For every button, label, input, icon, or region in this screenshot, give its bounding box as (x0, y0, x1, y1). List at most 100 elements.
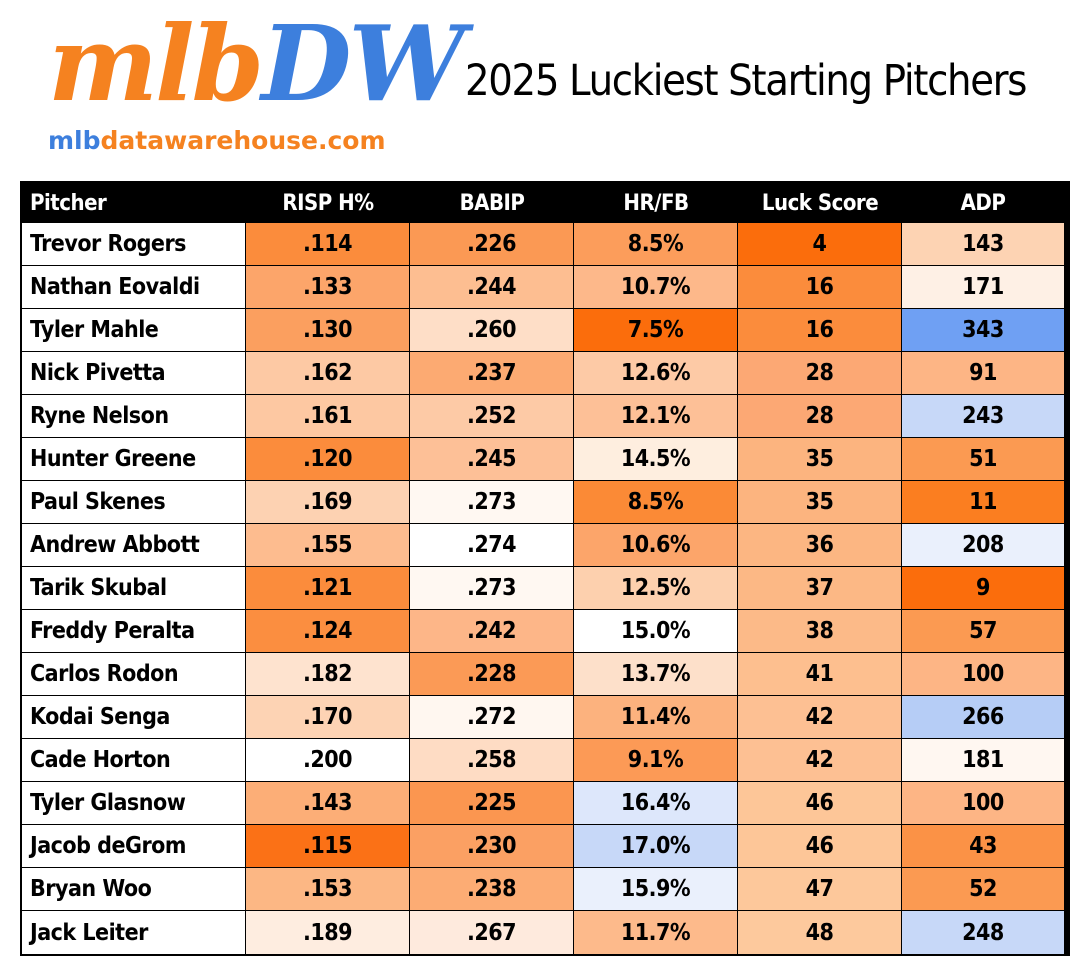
table-row: Jacob deGrom .115.230 17.0% 46 43 (22, 825, 1068, 868)
cell-babip: .230 (410, 825, 574, 868)
cell-babip: .252 (410, 395, 574, 438)
cell-luck-score: 16 (738, 309, 902, 352)
cell-pitcher: Trevor Rogers (22, 223, 246, 266)
cell-risp-h-pct: .124 (246, 610, 410, 653)
cell-luck-score: 46 (738, 825, 902, 868)
cell-adp: 11 (902, 481, 1064, 524)
cell-adp: 57 (902, 610, 1064, 653)
cell-hr-fb: 13.7% (574, 653, 738, 696)
cell-adp: 181 (902, 739, 1064, 782)
cell-hr-fb: 8.5% (574, 223, 738, 266)
column-header-babip: BABIP (410, 183, 574, 223)
table-row: Tarik Skubal .121.273 12.5% 37 9 (22, 567, 1068, 610)
cell-babip: .274 (410, 524, 574, 567)
cell-luck-score: 35 (738, 481, 902, 524)
column-header-adp: ADP (902, 183, 1064, 223)
cell-luck-score: 42 (738, 739, 902, 782)
cell-babip: .273 (410, 481, 574, 524)
cell-luck-score: 38 (738, 610, 902, 653)
cell-babip: .228 (410, 653, 574, 696)
cell-adp: 243 (902, 395, 1064, 438)
cell-hr-fb: 8.5% (574, 481, 738, 524)
cell-luck-score: 47 (738, 868, 902, 911)
table-row: Paul Skenes .169.273 8.5% 35 11 (22, 481, 1068, 524)
cell-adp: 43 (902, 825, 1064, 868)
cell-babip: .225 (410, 782, 574, 825)
cell-pitcher: Ryne Nelson (22, 395, 246, 438)
table-row: Hunter Greene .120.245 14.5% 35 51 (22, 438, 1068, 481)
cell-risp-h-pct: .169 (246, 481, 410, 524)
cell-luck-score: 36 (738, 524, 902, 567)
cell-babip: .244 (410, 266, 574, 309)
cell-hr-fb: 12.1% (574, 395, 738, 438)
column-header-risp-h-pct: RISP H% (246, 183, 410, 223)
cell-hr-fb: 16.4% (574, 782, 738, 825)
cell-hr-fb: 15.9% (574, 868, 738, 911)
cell-babip: .272 (410, 696, 574, 739)
cell-risp-h-pct: .120 (246, 438, 410, 481)
page-title: 2025 Luckiest Starting Pitchers (465, 56, 1027, 106)
table-row: Jack Leiter .189.267 11.7% 48 248 (22, 911, 1068, 954)
column-header-luck-score: Luck Score (738, 183, 902, 223)
cell-luck-score: 28 (738, 395, 902, 438)
cell-luck-score: 48 (738, 911, 902, 954)
cell-pitcher: Tyler Glasnow (22, 782, 246, 825)
cell-luck-score: 46 (738, 782, 902, 825)
cell-luck-score: 28 (738, 352, 902, 395)
cell-hr-fb: 11.4% (574, 696, 738, 739)
cell-pitcher: Carlos Rodon (22, 653, 246, 696)
table-row: Tyler Mahle .130.260 7.5% 16 343 (22, 309, 1068, 352)
cell-risp-h-pct: .200 (246, 739, 410, 782)
cell-babip: .237 (410, 352, 574, 395)
cell-hr-fb: 11.7% (574, 911, 738, 954)
cell-risp-h-pct: .182 (246, 653, 410, 696)
cell-babip: .258 (410, 739, 574, 782)
cell-babip: .226 (410, 223, 574, 266)
cell-pitcher: Nick Pivetta (22, 352, 246, 395)
cell-pitcher: Paul Skenes (22, 481, 246, 524)
cell-risp-h-pct: .133 (246, 266, 410, 309)
cell-adp: 100 (902, 653, 1064, 696)
cell-babip: .267 (410, 911, 574, 954)
cell-pitcher: Bryan Woo (22, 868, 246, 911)
cell-risp-h-pct: .143 (246, 782, 410, 825)
cell-pitcher: Hunter Greene (22, 438, 246, 481)
cell-risp-h-pct: .130 (246, 309, 410, 352)
cell-luck-score: 42 (738, 696, 902, 739)
cell-luck-score: 37 (738, 567, 902, 610)
table-row: Nathan Eovaldi .133.244 10.7% 16 171 (22, 266, 1068, 309)
table-row: Tyler Glasnow .143.225 16.4% 46 100 (22, 782, 1068, 825)
cell-adp: 91 (902, 352, 1064, 395)
cell-risp-h-pct: .170 (246, 696, 410, 739)
cell-adp: 208 (902, 524, 1064, 567)
cell-hr-fb: 15.0% (574, 610, 738, 653)
logo-url: mlbdatawarehouse.com (48, 126, 386, 155)
cell-pitcher: Nathan Eovaldi (22, 266, 246, 309)
cell-risp-h-pct: .114 (246, 223, 410, 266)
table-row: Nick Pivetta .162.237 12.6% 28 91 (22, 352, 1068, 395)
cell-adp: 343 (902, 309, 1064, 352)
cell-adp: 248 (902, 911, 1064, 954)
cell-hr-fb: 9.1% (574, 739, 738, 782)
cell-babip: .242 (410, 610, 574, 653)
cell-adp: 143 (902, 223, 1064, 266)
cell-adp: 52 (902, 868, 1064, 911)
column-header-hr-fb: HR/FB (574, 183, 738, 223)
cell-pitcher: Jacob deGrom (22, 825, 246, 868)
cell-risp-h-pct: .153 (246, 868, 410, 911)
cell-luck-score: 41 (738, 653, 902, 696)
cell-risp-h-pct: .155 (246, 524, 410, 567)
table-row: Trevor Rogers .114.226 8.5% 4 143 (22, 223, 1068, 266)
table-row: Cade Horton .200.258 9.1% 42 181 (22, 739, 1068, 782)
cell-luck-score: 4 (738, 223, 902, 266)
cell-pitcher: Tarik Skubal (22, 567, 246, 610)
cell-pitcher: Kodai Senga (22, 696, 246, 739)
cell-pitcher: Andrew Abbott (22, 524, 246, 567)
table-row: Bryan Woo .153.238 15.9% 47 52 (22, 868, 1068, 911)
cell-risp-h-pct: .161 (246, 395, 410, 438)
cell-risp-h-pct: .121 (246, 567, 410, 610)
cell-luck-score: 16 (738, 266, 902, 309)
cell-luck-score: 35 (738, 438, 902, 481)
cell-risp-h-pct: .189 (246, 911, 410, 954)
table-row: Freddy Peralta .124.242 15.0% 38 57 (22, 610, 1068, 653)
